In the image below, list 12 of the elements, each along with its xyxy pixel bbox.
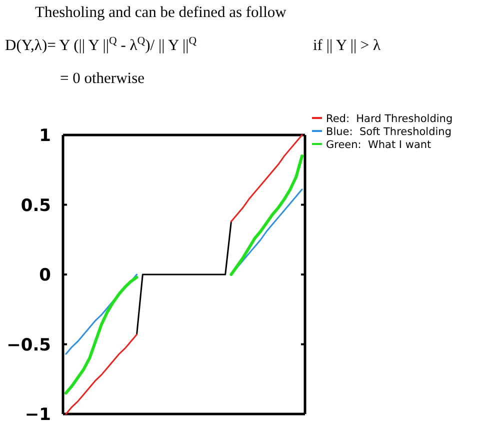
y-tick-label: 0 <box>39 266 52 286</box>
text: D(Y,λ)= Y (|| Y ||$^{Q}$ - λ$^{Q}$)/ || Y ||$^{Q}$ <box>5 35 197 54</box>
legend-label: Green: What I want <box>326 139 432 151</box>
y-tick-label: 1 <box>39 126 51 146</box>
legend-label: Red: Hard Thresholding <box>326 113 453 125</box>
chart-title: Thesholing and can be defined as follow <box>35 4 288 21</box>
legend-label: Blue: Soft Thresholding <box>326 126 452 138</box>
text: = 0 otherwise <box>60 70 145 87</box>
y-tick-label: −0.5 <box>6 335 51 356</box>
y-tick-label: −1 <box>24 405 51 426</box>
text: if || Y || > λ <box>313 37 382 54</box>
y-tick-label: 0.5 <box>20 196 51 216</box>
